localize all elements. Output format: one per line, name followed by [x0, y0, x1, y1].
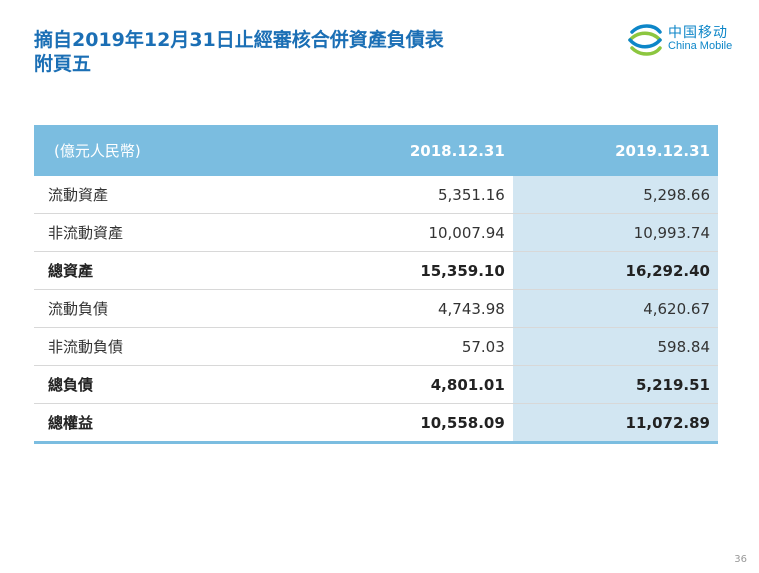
table-row-total: 總負債 4,801.01 5,219.51 — [34, 365, 718, 404]
header-2018: 2018.12.31 — [334, 125, 513, 176]
title-line-1: 摘自2019年12月31日止經審核合併資產負債表 — [34, 29, 444, 51]
header-2019: 2019.12.31 — [512, 125, 718, 176]
page-title: 摘自2019年12月31日止經審核合併資產負債表 附頁五 — [34, 28, 444, 76]
row-label: 流動資產 — [34, 176, 335, 214]
value-2018: 4,801.01 — [334, 365, 513, 404]
header-unit-label: (億元人民幣) — [34, 125, 335, 176]
value-2019: 598.84 — [512, 327, 718, 366]
value-2019: 5,298.66 — [512, 176, 718, 214]
value-2018: 5,351.16 — [334, 176, 513, 214]
balance-sheet-table: (億元人民幣) 2018.12.31 2019.12.31 流動資產 5,351… — [34, 125, 718, 444]
page-number: 36 — [734, 554, 747, 565]
row-label: 總資產 — [34, 251, 335, 290]
china-mobile-logo-icon — [628, 24, 662, 56]
row-label: 非流動資產 — [34, 213, 335, 252]
row-label: 總權益 — [34, 403, 335, 444]
value-2019: 16,292.40 — [512, 251, 718, 290]
value-2019: 11,072.89 — [512, 403, 718, 444]
value-2019: 5,219.51 — [512, 365, 718, 404]
table-row: 流動資產 5,351.16 5,298.66 — [34, 176, 718, 214]
row-label: 流動負債 — [34, 289, 335, 328]
table-row: 流動負債 4,743.98 4,620.67 — [34, 289, 718, 328]
logo-chinese-text: 中国移动 — [668, 25, 728, 41]
value-2018: 10,007.94 — [334, 213, 513, 252]
table-row: 非流動資產 10,007.94 10,993.74 — [34, 213, 718, 252]
china-mobile-logo: 中国移动 China Mobile — [626, 20, 746, 62]
table-row: 非流動負債 57.03 598.84 — [34, 327, 718, 366]
table-header-row: (億元人民幣) 2018.12.31 2019.12.31 — [34, 125, 718, 176]
value-2018: 10,558.09 — [334, 403, 513, 444]
value-2018: 15,359.10 — [334, 251, 513, 290]
title-line-2: 附頁五 — [34, 53, 92, 75]
value-2019: 10,993.74 — [512, 213, 718, 252]
table-row-total: 總資產 15,359.10 16,292.40 — [34, 251, 718, 290]
row-label: 非流動負債 — [34, 327, 335, 366]
table-row-total: 總權益 10,558.09 11,072.89 — [34, 403, 718, 444]
value-2018: 4,743.98 — [334, 289, 513, 328]
value-2019: 4,620.67 — [512, 289, 718, 328]
value-2018: 57.03 — [334, 327, 513, 366]
row-label: 總負債 — [34, 365, 335, 404]
logo-english-text: China Mobile — [668, 40, 733, 52]
